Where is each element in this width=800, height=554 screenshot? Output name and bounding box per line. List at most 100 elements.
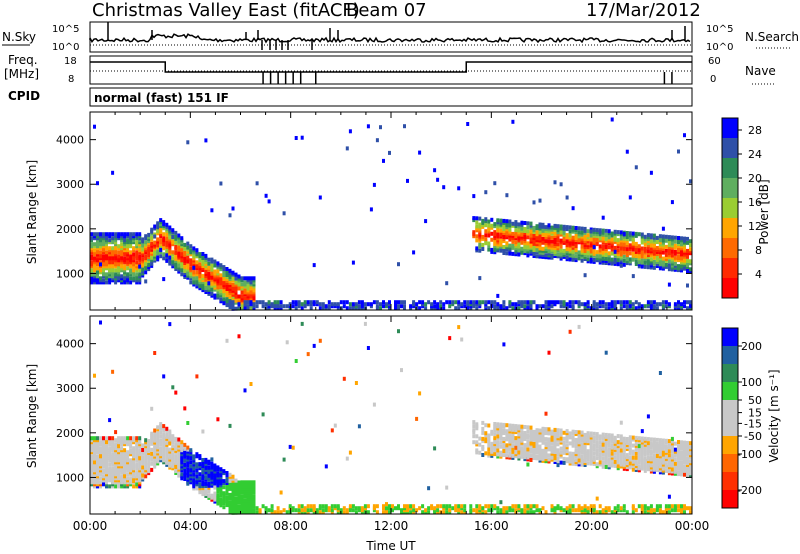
power-cell xyxy=(409,304,413,309)
power-cell xyxy=(487,233,491,238)
velocity-cell xyxy=(228,504,232,509)
velocity-cell xyxy=(683,472,686,477)
velocity-cell xyxy=(664,438,668,443)
x-tick-label: 16:00 xyxy=(474,519,509,533)
velocity-cell xyxy=(138,484,142,489)
power-cell xyxy=(625,300,629,305)
velocity-cell xyxy=(457,504,461,509)
power-cell xyxy=(129,280,133,285)
velocity-cell xyxy=(360,506,364,511)
velocity-cell xyxy=(484,437,488,442)
velocity-cell xyxy=(553,438,557,442)
power-cell xyxy=(252,276,256,281)
power-cell xyxy=(174,244,178,249)
velocity-cell xyxy=(577,448,581,453)
velocity-cell xyxy=(228,474,232,479)
power-cell xyxy=(550,227,554,232)
velocity-cell xyxy=(677,460,680,465)
power-cell xyxy=(634,260,638,264)
power-cell xyxy=(180,250,184,255)
power-colorbar-tick-label: 4 xyxy=(755,268,762,281)
velocity-cell xyxy=(670,439,674,444)
velocity-cell xyxy=(637,458,641,463)
velocity-cell xyxy=(595,496,599,501)
power-cell xyxy=(487,300,491,305)
velocity-cell xyxy=(592,431,596,436)
power-cell xyxy=(574,234,578,238)
velocity-cell xyxy=(222,479,226,484)
velocity-cell xyxy=(490,504,494,509)
velocity-cell xyxy=(658,508,662,513)
power-cell xyxy=(201,274,205,279)
power-cell xyxy=(673,302,677,307)
velocity-cell xyxy=(619,506,623,511)
power-cell xyxy=(646,259,650,264)
velocity-cell xyxy=(631,510,635,515)
power-cell xyxy=(689,179,692,184)
power-cell xyxy=(382,300,385,305)
power-cell xyxy=(571,304,575,309)
velocity-cell xyxy=(535,504,539,509)
power-cell xyxy=(616,248,620,253)
power-cell xyxy=(93,250,96,255)
power-cell xyxy=(369,302,373,307)
velocity-cell xyxy=(114,454,118,459)
power-cell xyxy=(309,300,313,305)
velocity-cell xyxy=(655,437,659,442)
velocity-cell xyxy=(649,437,653,442)
power-cell xyxy=(219,273,223,278)
power-cell xyxy=(643,246,647,251)
power-cell xyxy=(105,280,108,285)
power-cell xyxy=(680,264,683,269)
station-title: Christmas Valley East (fitACF) xyxy=(92,0,360,21)
velocity-cell xyxy=(141,443,145,448)
power-cell xyxy=(424,306,428,311)
velocity-cell xyxy=(622,504,626,509)
power-cell xyxy=(204,138,208,143)
velocity-cell xyxy=(484,510,488,515)
power-cell xyxy=(126,232,130,237)
velocity-cell xyxy=(108,446,112,451)
power-cell xyxy=(195,250,199,255)
velocity-cell xyxy=(138,436,142,441)
velocity-cell xyxy=(306,508,310,513)
velocity-cell xyxy=(102,468,105,473)
power-cell xyxy=(541,304,545,309)
power-cell xyxy=(451,300,455,305)
velocity-cell xyxy=(677,508,680,513)
velocity-cell xyxy=(556,442,560,447)
velocity-cell xyxy=(195,452,199,457)
power-cell xyxy=(153,240,157,245)
power-cell xyxy=(598,258,602,263)
power-cell xyxy=(129,232,133,237)
power-cell xyxy=(574,300,578,305)
velocity-cell xyxy=(460,337,464,342)
velocity-cell xyxy=(114,484,118,489)
velocity-cell xyxy=(174,442,178,447)
power-cell xyxy=(532,200,536,205)
power-cell xyxy=(610,251,614,256)
power-cell xyxy=(457,306,461,311)
power-cell xyxy=(631,306,635,311)
power-cell xyxy=(114,272,118,277)
velocity-cell xyxy=(267,508,271,513)
velocity-cell xyxy=(333,423,337,428)
power-colorbar-frame xyxy=(721,117,739,299)
velocity-cell xyxy=(493,436,497,441)
power-cell xyxy=(643,258,647,263)
velocity-cell xyxy=(324,504,328,509)
power-cell xyxy=(586,300,590,305)
velocity-cell xyxy=(231,485,235,490)
velocity-cell xyxy=(117,484,121,489)
velocity-cell xyxy=(667,453,671,458)
power-cell xyxy=(348,129,352,134)
power-cell xyxy=(661,256,665,261)
velocity-cell xyxy=(529,453,533,458)
power-cell xyxy=(219,263,223,268)
velocity-colorbar-tick-label: 100 xyxy=(741,376,762,389)
velocity-cell xyxy=(300,504,304,509)
power-cell xyxy=(102,254,105,259)
velocity-cell xyxy=(321,504,325,509)
velocity-cell xyxy=(670,504,674,509)
velocity-cell xyxy=(102,448,105,453)
